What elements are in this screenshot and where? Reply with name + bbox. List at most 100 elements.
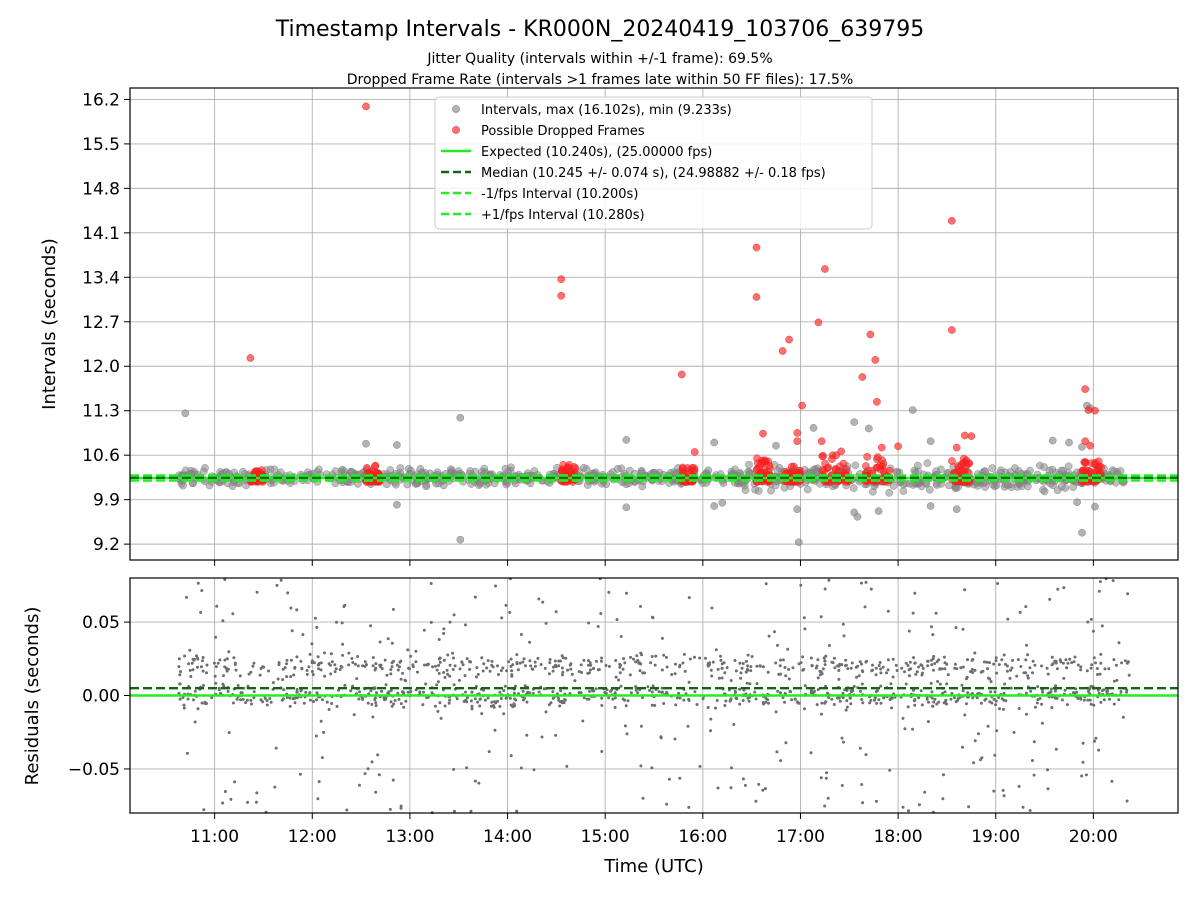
- residual-point: [728, 699, 732, 703]
- residual-point: [1111, 579, 1115, 583]
- residual-point: [429, 620, 433, 624]
- residual-point: [226, 689, 230, 693]
- residual-point: [972, 761, 976, 765]
- residual-point: [816, 658, 820, 662]
- interval-point: [416, 465, 425, 473]
- residual-point: [388, 807, 392, 811]
- residual-point: [446, 653, 450, 657]
- residual-point: [733, 689, 737, 693]
- residual-point: [553, 659, 557, 663]
- residual-point: [639, 604, 642, 608]
- residual-point: [860, 669, 864, 673]
- residual-point: [615, 618, 619, 622]
- residual-point: [1108, 697, 1111, 701]
- dropped-frame-point: [894, 442, 902, 451]
- residual-point: [914, 672, 918, 676]
- residual-point: [439, 716, 443, 720]
- residual-point: [540, 735, 544, 739]
- residual-point: [874, 666, 878, 670]
- residual-point: [775, 750, 779, 754]
- residual-point: [252, 661, 256, 665]
- interval-point: [850, 418, 859, 426]
- residual-point: [330, 660, 334, 664]
- interval-point: [189, 479, 197, 488]
- residual-point: [1054, 684, 1058, 688]
- interval-point: [803, 485, 812, 494]
- residual-point: [738, 687, 741, 691]
- residual-point: [826, 796, 830, 800]
- residual-point: [992, 697, 996, 701]
- residual-point: [519, 766, 523, 770]
- interval-point: [501, 464, 510, 473]
- residual-point: [674, 703, 678, 707]
- residual-point: [554, 663, 557, 667]
- dropped-frame-point: [1079, 466, 1088, 475]
- residual-point: [316, 797, 320, 801]
- residual-point: [374, 701, 378, 705]
- residual-point: [613, 705, 617, 709]
- interval-point: [914, 461, 922, 470]
- residual-point: [422, 628, 426, 632]
- residual-point: [779, 759, 783, 763]
- legend-label-minus-fps: -1/fps Interval (10.200s): [481, 187, 638, 202]
- residual-point: [465, 700, 469, 704]
- residual-point: [319, 719, 323, 723]
- residual-point: [698, 764, 702, 768]
- residual-point: [528, 659, 532, 663]
- residual-point: [714, 706, 717, 710]
- residual-point: [351, 684, 355, 688]
- residual-point: [995, 729, 999, 733]
- residual-point: [296, 696, 299, 700]
- residual-point: [886, 609, 890, 613]
- residual-point: [709, 717, 713, 721]
- residual-point: [589, 663, 593, 667]
- residual-point: [1024, 691, 1028, 695]
- residual-point: [559, 689, 563, 693]
- residual-point: [188, 648, 192, 652]
- residual-point: [930, 663, 934, 667]
- residual-point: [178, 682, 182, 686]
- residual-point: [188, 668, 192, 672]
- residual-point: [840, 784, 844, 787]
- residual-point: [740, 666, 744, 670]
- residual-point: [1029, 689, 1033, 693]
- residual-point: [614, 675, 618, 679]
- residual-point: [879, 684, 883, 688]
- intervals-y-axis-label: Intervals (seconds): [39, 238, 60, 410]
- residual-point: [177, 657, 181, 661]
- residual-point: [1040, 721, 1044, 725]
- residual-point: [222, 674, 225, 678]
- residual-point: [323, 674, 327, 678]
- residual-point: [639, 662, 643, 666]
- residual-point: [881, 665, 885, 669]
- residual-point: [1103, 667, 1107, 671]
- residual-point: [634, 660, 638, 664]
- residual-point: [810, 688, 813, 692]
- residual-point: [309, 698, 312, 702]
- residual-point: [453, 664, 457, 668]
- residual-point: [265, 699, 269, 703]
- residual-point: [1054, 747, 1058, 751]
- residual-point: [941, 691, 945, 695]
- residual-point: [1006, 617, 1010, 621]
- residual-point: [223, 658, 227, 662]
- residual-point: [845, 705, 849, 709]
- residual-point: [557, 698, 561, 702]
- residual-point: [599, 659, 603, 663]
- interval-point: [362, 439, 370, 448]
- residual-point: [670, 673, 674, 676]
- residual-point: [746, 664, 750, 668]
- residual-point: [312, 661, 316, 665]
- residual-point: [259, 698, 263, 702]
- residual-point: [537, 690, 541, 694]
- residual-point: [448, 620, 452, 624]
- residual-point: [789, 690, 793, 694]
- dropped-frame-point: [873, 463, 882, 472]
- residual-point: [1064, 658, 1068, 662]
- residual-point: [1003, 682, 1007, 686]
- residual-point: [277, 661, 281, 665]
- residual-point: [973, 651, 977, 655]
- residual-point: [654, 654, 658, 658]
- residual-point: [625, 732, 629, 736]
- residual-point: [391, 607, 395, 611]
